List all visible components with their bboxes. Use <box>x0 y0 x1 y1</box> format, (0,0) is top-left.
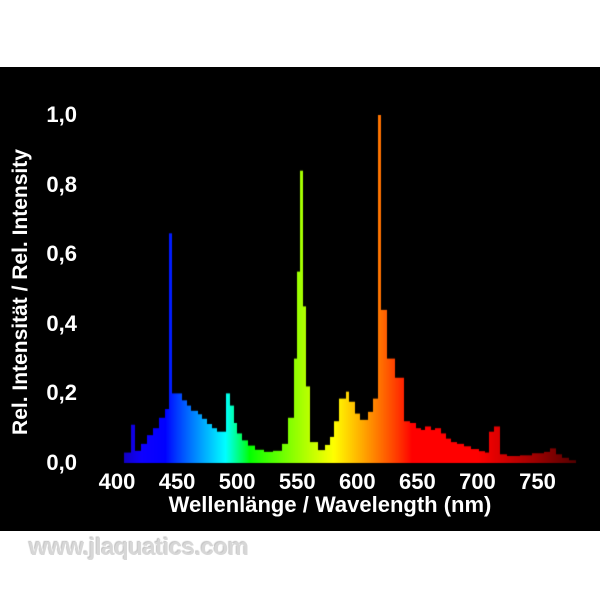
x-tick-550: 550 <box>278 469 316 494</box>
y-tick-0-2: 0,2 <box>46 380 77 406</box>
watermark-text: www.jlaquatics.com <box>29 534 249 561</box>
y-tick-1-0: 1,0 <box>46 102 77 127</box>
x-tick-500: 500 <box>218 469 256 494</box>
y-tick-0-0: 0,0 <box>46 450 77 475</box>
x-tick-750: 750 <box>519 469 556 494</box>
y-axis-label: Rel. Intensität / Rel. Intensity <box>9 149 32 435</box>
x-tick-400: 400 <box>98 469 136 494</box>
x-tick-650: 650 <box>399 469 436 494</box>
y-tick-0-8: 0,8 <box>46 171 77 197</box>
x-tick-450: 450 <box>158 469 196 494</box>
y-tick-0-4: 0,4 <box>46 310 77 336</box>
x-axis-label: Wellenlänge / Wavelength (nm) <box>168 492 492 517</box>
x-tick-600: 600 <box>338 469 376 494</box>
y-tick-0-6: 0,6 <box>46 241 77 267</box>
x-tick-700: 700 <box>459 469 496 494</box>
